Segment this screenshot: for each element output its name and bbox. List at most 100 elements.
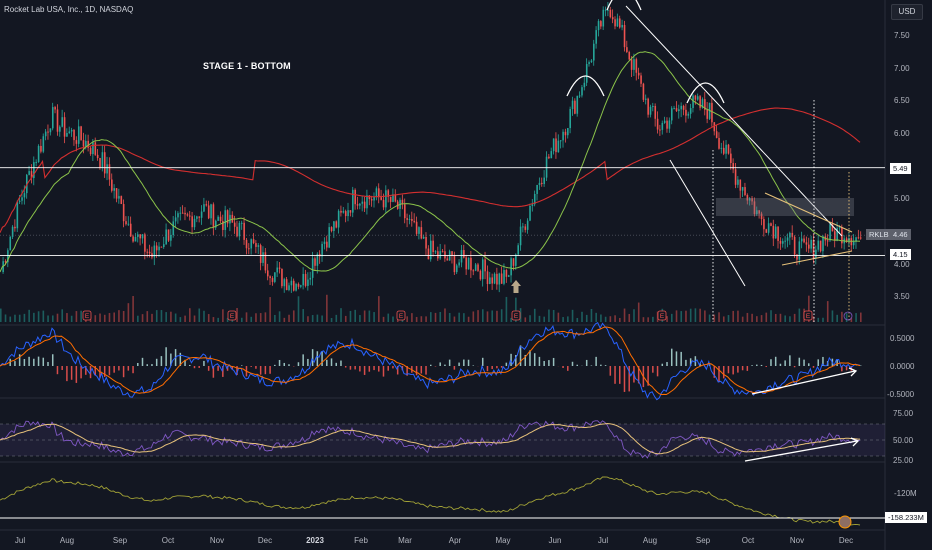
- macd-hist-bar: [226, 366, 229, 371]
- macd-hist-bar: [647, 366, 649, 386]
- candle-body: [640, 75, 642, 84]
- volume-bar: [108, 313, 111, 322]
- candle-body: [340, 210, 342, 213]
- macd-hist-bar: [359, 366, 361, 372]
- volume-bar: [699, 308, 701, 322]
- candle-body: [224, 210, 227, 230]
- candle-body: [347, 210, 349, 217]
- symbol-title[interactable]: Rocket Lab USA, Inc., 1D, NASDAQ: [4, 5, 134, 14]
- candle-body: [533, 193, 536, 205]
- currency-button[interactable]: USD: [891, 4, 923, 20]
- candle-body: [855, 237, 857, 242]
- volume-bar: [567, 316, 569, 322]
- macd-hist-bar: [439, 362, 441, 366]
- volume-bar: [430, 312, 432, 322]
- volume-bar: [812, 316, 815, 322]
- volume-bar: [274, 314, 276, 322]
- candle-body: [217, 216, 219, 221]
- candle-body: [647, 98, 649, 115]
- candle-body: [692, 95, 694, 109]
- candle-body: [172, 221, 175, 235]
- macd-hist-bar: [699, 363, 701, 366]
- volume-bar: [472, 311, 475, 322]
- volume-bar: [75, 311, 78, 322]
- macd-trend-arrow: [751, 370, 856, 395]
- candle-body: [675, 108, 678, 112]
- macd-hist-bar: [259, 366, 262, 375]
- candle-body: [148, 251, 151, 254]
- macd-hist-bar: [217, 366, 219, 371]
- x-tick: Jul: [14, 536, 26, 545]
- macd-hist-bar: [349, 366, 352, 370]
- volume-bar: [826, 301, 829, 322]
- macd-hist-bar: [680, 351, 682, 366]
- volume-bar: [245, 312, 248, 322]
- macd-hist-bar: [637, 366, 640, 384]
- candle-body: [309, 277, 312, 280]
- candle-body: [782, 241, 784, 244]
- candle-body: [344, 211, 347, 217]
- macd-hist-bar: [392, 366, 394, 369]
- candle-body: [626, 47, 628, 52]
- volume-bar: [831, 310, 834, 322]
- candle-body: [597, 21, 600, 31]
- macd-hist-bar: [165, 347, 167, 366]
- macd-hist-bar: [127, 366, 130, 371]
- macd-hist-bar: [656, 366, 659, 377]
- macd-hist-bar: [628, 366, 630, 392]
- candle-body: [803, 238, 805, 243]
- candle-body: [337, 210, 340, 228]
- volume-bar: [0, 308, 2, 322]
- candle-body: [323, 241, 326, 244]
- candle-body: [623, 24, 626, 48]
- volume-bar: [689, 308, 692, 322]
- macd-hist-bar: [567, 366, 569, 371]
- candle-body: [798, 241, 801, 260]
- volume-bar: [189, 308, 191, 322]
- volume-bar: [250, 316, 253, 322]
- candle-body: [746, 195, 749, 201]
- candle-body: [205, 204, 208, 206]
- macd-hist-bar: [472, 365, 475, 366]
- macd-hist-bar: [845, 366, 848, 371]
- candle-body: [519, 226, 522, 246]
- candle-body: [311, 258, 314, 278]
- candle-body: [170, 234, 172, 241]
- volume-bar: [132, 296, 134, 322]
- x-tick: Sep: [112, 536, 128, 545]
- candle-body: [9, 236, 12, 251]
- volume-bar: [363, 310, 366, 322]
- macd-hist-bar: [803, 359, 805, 366]
- candle-body: [30, 171, 33, 179]
- volume-bar: [278, 311, 281, 322]
- candle-body: [590, 60, 593, 63]
- candle-body: [179, 212, 182, 214]
- candle-body: [656, 118, 659, 130]
- trendline-lower: [669, 159, 746, 287]
- candle-body: [207, 205, 210, 219]
- volume-bar: [415, 316, 418, 322]
- candle-body: [200, 211, 203, 218]
- candle-body: [635, 59, 638, 73]
- candle-body: [552, 138, 555, 152]
- candle-body: [696, 96, 699, 100]
- candle-body: [663, 120, 666, 123]
- volume-bar: [628, 313, 631, 322]
- macd-hist-bar: [552, 357, 555, 366]
- candle-body: [588, 62, 590, 65]
- candle-body: [165, 229, 167, 245]
- candle-body: [73, 129, 75, 141]
- macd-hist-bar: [311, 349, 314, 366]
- candle-body: [137, 234, 139, 237]
- volume-bar: [51, 315, 54, 322]
- volume-bar: [486, 311, 489, 322]
- volume-bar: [212, 317, 215, 322]
- candle-body: [744, 187, 746, 196]
- candle-body: [774, 226, 777, 239]
- volume-bar: [562, 317, 564, 322]
- volume-bar: [722, 316, 725, 322]
- candle-body: [642, 83, 645, 100]
- volume-bar: [151, 313, 153, 322]
- candle-body: [805, 242, 808, 245]
